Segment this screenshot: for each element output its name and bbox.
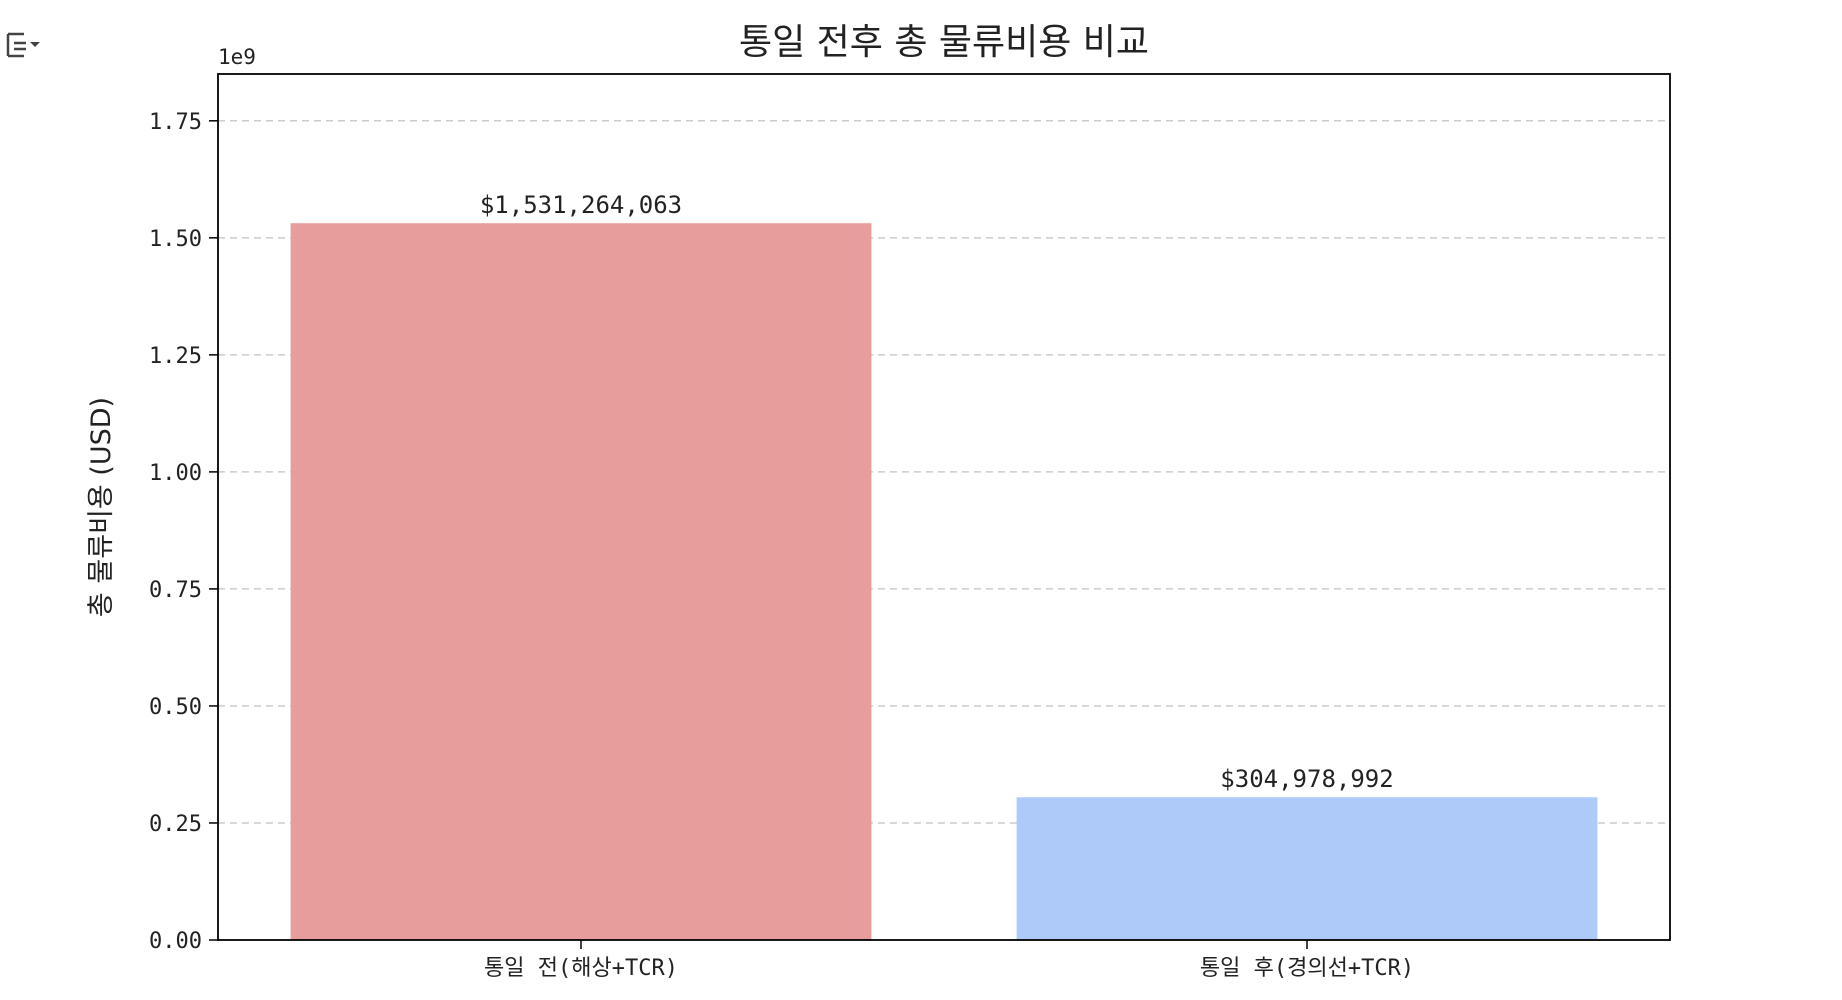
y-tick-label: 0.00	[149, 929, 202, 954]
y-tick-label: 1.50	[149, 227, 202, 252]
y-axis-ticks: 0.00 0.25 0.50 0.75 1.00 1.25 1.50 1.75	[149, 110, 218, 954]
y-axis-label: 총 물류비용 (USD)	[86, 397, 117, 617]
chart-title: 통일 전후 총 물류비용 비교	[739, 22, 1149, 63]
value-labels: $1,531,264,063 $304,978,992	[480, 191, 1394, 793]
output-toggle-icon[interactable]	[4, 30, 40, 60]
y-offset-text: 1e9	[218, 45, 256, 69]
y-tick-label: 1.25	[149, 344, 202, 369]
x-tick-label: 통일 후(경의선+TCR)	[1200, 956, 1414, 981]
y-tick-label: 0.25	[149, 812, 202, 837]
x-tick-label: 통일 전(해상+TCR)	[484, 956, 678, 981]
bar	[290, 223, 872, 940]
y-tick-label: 0.50	[149, 695, 202, 720]
y-tick-label: 0.75	[149, 578, 202, 603]
bars	[290, 223, 1598, 940]
bar	[1016, 797, 1598, 940]
x-axis-ticks: 통일 전(해상+TCR) 통일 후(경의선+TCR)	[484, 940, 1414, 981]
bar-value-label: $304,978,992	[1220, 765, 1393, 793]
bar-value-label: $1,531,264,063	[480, 191, 682, 219]
y-tick-label: 1.75	[149, 110, 202, 135]
plot-frame	[217, 73, 1671, 941]
y-tick-label: 1.00	[149, 461, 202, 486]
